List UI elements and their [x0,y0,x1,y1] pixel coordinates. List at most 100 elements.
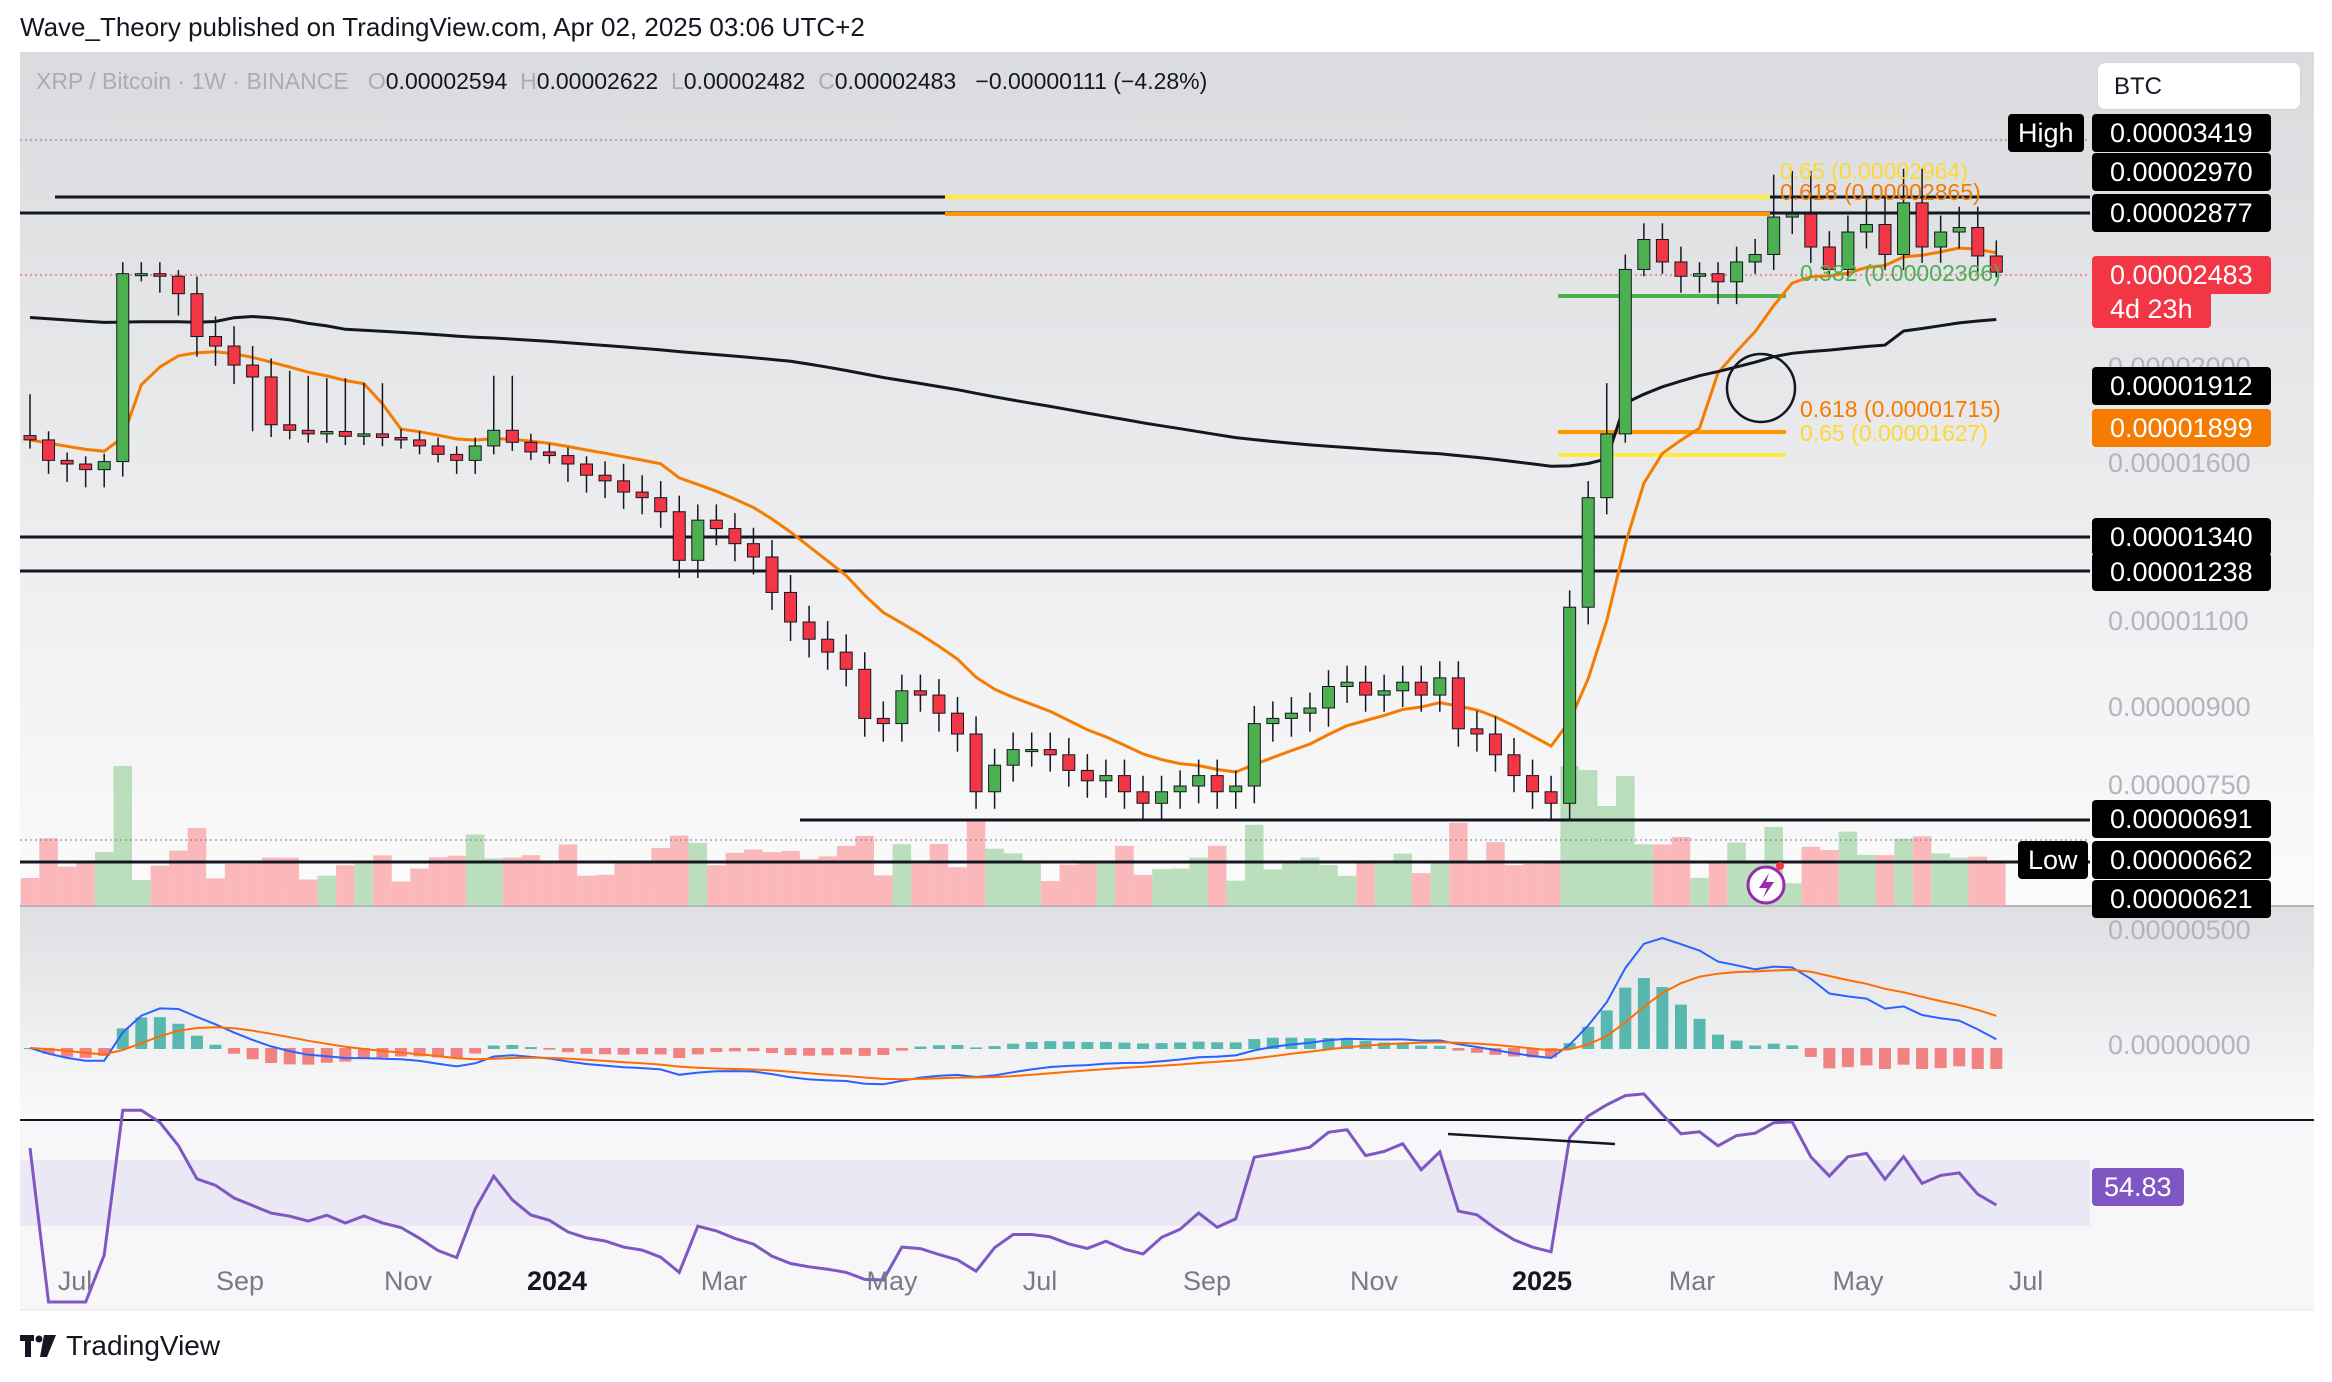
macd-hist-39 [747,1048,760,1052]
time-label-jul-2025: Jul [2008,1266,2044,1296]
candle-body-63 [1192,775,1206,787]
macd-hist-32 [617,1048,630,1055]
candle-body-7 [153,273,167,277]
volume-bar-49 [929,844,949,906]
macd-hist-56 [1062,1041,1075,1049]
volume-bar-86 [1616,776,1635,906]
candle-body-90 [1693,273,1706,277]
volume-bar-105 [1968,856,1988,906]
macd-hist-17 [339,1048,352,1062]
macd-hist-53 [1007,1043,1020,1049]
candle-body-95 [1785,213,1799,218]
ema-50-line [29,246,1997,774]
candle-body-91 [1711,273,1725,283]
resistance-1-tag: 0.00002970 [2092,153,2271,191]
volume-bar-85 [1597,806,1617,906]
volume-bar-22 [428,857,448,906]
macd-hist-103 [1934,1048,1947,1069]
symbol-label[interactable]: XRP / Bitcoin · 1W · BINANCE [36,68,349,94]
axis-label-900: 0.00000900 [2108,692,2251,722]
volume-bar-31 [595,874,615,906]
brand-footer[interactable]: TradingView [20,1330,220,1362]
volume-bar-15 [298,879,318,906]
time-label-2025: 2025 [1511,1266,1573,1296]
high-letter: H [520,68,537,94]
candle-body-35 [672,511,686,561]
fib-0618-low-label: 0.618 (0.00001715) [1800,396,2001,422]
candle-body-84 [1581,497,1595,608]
macd-hist-55 [1044,1041,1057,1049]
candle-body-76 [1433,677,1447,696]
volume-bar-28 [540,860,559,906]
macd-hist-68 [1285,1037,1298,1049]
rsi-layer [28,1092,1998,1304]
candle-body-1 [42,439,56,461]
macd-hist-71 [1341,1038,1354,1049]
currency-selector[interactable]: BTC [2097,62,2301,110]
candle-body-57 [1080,769,1094,782]
candle-body-38 [728,528,742,545]
low-price-tag: 0.00000662 [2092,841,2271,879]
volume-bar-0 [20,878,40,906]
volume-bar-26 [503,857,522,906]
volume-bar-3 [76,862,95,906]
macd-hist-102 [1916,1048,1929,1069]
candle-body-66 [1247,723,1261,787]
candles [23,168,2003,820]
candle-body-59 [1117,775,1131,793]
countdown-tag: 4d 23h [2092,290,2211,328]
macd-hist-22 [432,1048,445,1058]
candle-body-99 [1859,224,1873,233]
volume-bar-21 [410,868,429,906]
candle-body-58 [1099,775,1113,782]
volume-bar-102 [1912,836,1932,906]
volume-bar-62 [1170,868,1190,906]
tradingview-logo-icon [20,1335,56,1357]
macd-hist-89 [1674,1004,1687,1049]
volume-bar-46 [874,875,893,906]
signal-line [29,968,1997,1081]
macd-hist-4 [98,1048,111,1056]
macd-hist-90 [1693,1018,1706,1049]
lightning-icon [1759,873,1774,898]
time-label-jul-2024: Jul [1022,1266,1058,1296]
volume-bar-77 [1449,822,1468,906]
macd-hist-49 [932,1045,945,1049]
time-label-nov-2023: Nov [383,1266,433,1296]
macd-hist-15 [302,1048,315,1065]
candle-body-45 [858,668,872,719]
volume-bar-84 [1578,770,1598,906]
volume-bar-13 [261,857,281,906]
volume-bar-39 [744,849,763,906]
open-letter: O [367,68,386,94]
candle-body-33 [635,491,649,499]
volume-bar-81 [1523,863,1542,906]
macd-hist-25 [487,1045,500,1049]
volume-bar-8 [169,850,188,906]
publisher-line: Wave_Theory published on TradingView.com… [20,12,865,42]
macd-hist-38 [728,1048,741,1052]
candle-body-89 [1674,261,1688,277]
volume-bar-9 [187,828,207,906]
macd-hist-42 [803,1048,816,1056]
macd-hist-87 [1637,978,1650,1049]
macd-hist-59 [1118,1042,1131,1049]
macd-hist-93 [1749,1045,1762,1049]
volume-bar-38 [725,852,745,906]
macd-hist-79 [1489,1048,1502,1055]
candle-body-102 [1915,202,1929,248]
macd-hist-58 [1099,1041,1112,1049]
volume-bar-72 [1356,861,1375,906]
candle-body-10 [209,336,222,347]
candle-body-77 [1451,677,1465,730]
macd-hist-106 [1990,1048,2003,1069]
volume-bar-58 [1096,862,1116,906]
macd-hist-45 [858,1048,871,1056]
volume-bar-60 [1133,874,1153,906]
candle-body-68 [1284,712,1298,719]
volume-bar-68 [1282,863,1301,906]
candle-body-53 [1006,749,1020,766]
volume-bar-98 [1838,831,1858,906]
candle-body-11 [227,345,241,366]
